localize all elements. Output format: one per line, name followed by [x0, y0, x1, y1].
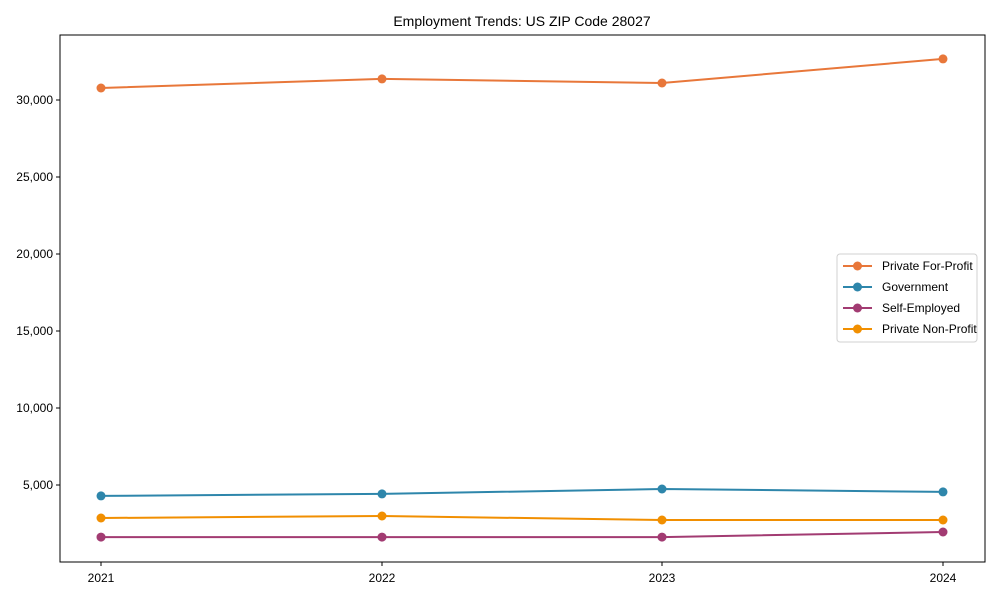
legend-item: Private Non-Profit	[843, 322, 977, 336]
y-tick-label: 10,000	[16, 401, 53, 415]
legend-marker-icon	[853, 282, 862, 292]
legend: Private For-Profit Government Self-Employe…	[836, 253, 978, 343]
series-private-for-profit	[96, 54, 948, 93]
legend-item: Private For-Profit	[843, 259, 973, 273]
data-point	[938, 527, 948, 537]
axes-frame	[59, 34, 986, 563]
series-line	[100, 514, 943, 521]
data-point	[96, 532, 106, 542]
legend-item: Government	[843, 280, 949, 294]
data-point	[938, 515, 948, 525]
data-point	[377, 489, 387, 499]
legend-label: Private For-Profit	[882, 259, 973, 273]
x-tick-label: 2024	[930, 571, 957, 585]
series-line	[101, 531, 944, 539]
chart-title: Employment Trends: US ZIP Code 28027	[393, 13, 651, 29]
legend-marker-icon	[853, 324, 862, 334]
data-point	[657, 515, 667, 525]
series-self-employed	[96, 527, 948, 542]
y-tick-label: 30,000	[16, 93, 53, 107]
y-tick-label: 5,000	[23, 478, 53, 492]
legend-label: Private Non-Profit	[882, 322, 977, 336]
data-point	[938, 54, 948, 64]
data-point	[377, 74, 387, 84]
data-point	[96, 513, 106, 523]
x-tick-label: 2023	[649, 571, 676, 585]
x-tick-label: 2021	[88, 571, 115, 585]
series-line	[100, 57, 944, 89]
x-tick-label: 2022	[369, 571, 396, 585]
data-point	[377, 532, 387, 542]
legend-label: Government	[882, 280, 949, 294]
legend-box	[836, 253, 978, 343]
series-private-non-profit	[96, 511, 948, 525]
x-axis: 2021 2022 2023 2024	[88, 562, 957, 585]
y-tick-label: 25,000	[16, 170, 53, 184]
plot-area	[96, 54, 948, 542]
data-point	[938, 487, 948, 497]
legend-marker-icon	[853, 261, 862, 271]
data-point	[657, 78, 667, 88]
legend-item: Self-Employed	[843, 301, 960, 315]
y-tick-label: 15,000	[16, 324, 53, 338]
series-line	[100, 487, 944, 497]
data-point	[96, 491, 106, 501]
y-tick-label: 20,000	[16, 247, 53, 261]
legend-label: Self-Employed	[882, 301, 960, 315]
data-point	[657, 532, 667, 542]
data-point	[96, 83, 106, 93]
data-point	[377, 511, 387, 521]
data-point	[657, 484, 667, 494]
y-axis: 5,000 10,000 15,000 20,000 25,000 30,000	[16, 93, 60, 492]
series-government	[96, 484, 948, 501]
legend-marker-icon	[853, 303, 862, 313]
